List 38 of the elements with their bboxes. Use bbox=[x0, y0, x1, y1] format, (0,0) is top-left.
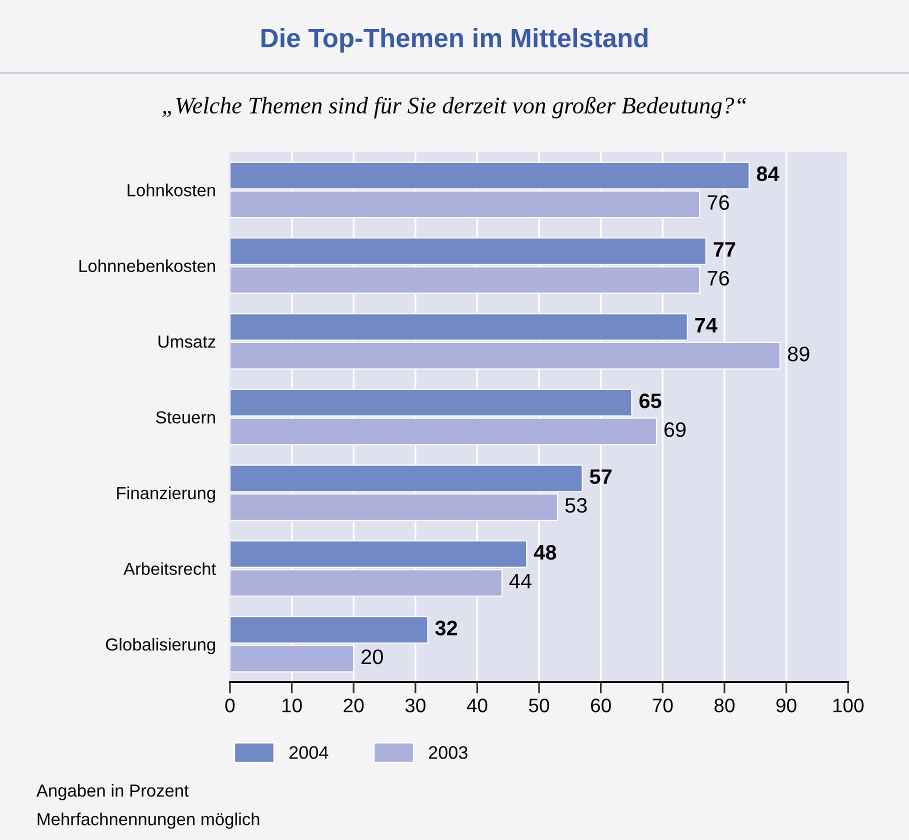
x-tick-label: 60 bbox=[591, 698, 611, 712]
chart-subtitle: „Welche Themen sind für Sie derzeit von großer Bedeutung?“ bbox=[162, 96, 746, 118]
y-tick-label: Lohnkosten bbox=[128, 184, 215, 196]
x-tick-label: 10 bbox=[282, 698, 302, 712]
x-tick-label: 50 bbox=[529, 698, 550, 712]
legend-label: 2003 bbox=[428, 746, 468, 759]
data-label: 57 bbox=[590, 469, 612, 484]
chart-title: Die Top-Themen im Mittelstand bbox=[262, 28, 648, 53]
text: Angaben in Prozent bbox=[36, 784, 189, 800]
data-label: 53 bbox=[565, 498, 587, 513]
legend-label: 2004 bbox=[289, 746, 328, 759]
data-label: 48 bbox=[534, 544, 556, 560]
data-label: 74 bbox=[695, 318, 718, 332]
x-tick-label: 30 bbox=[405, 698, 426, 712]
x-tick-label: 80 bbox=[714, 698, 735, 712]
y-tick-label: Umsatz bbox=[158, 336, 216, 348]
x-tick-label: 20 bbox=[344, 698, 364, 712]
data-label: 32 bbox=[435, 620, 458, 636]
data-label: 44 bbox=[509, 574, 532, 588]
data-label: 20 bbox=[362, 649, 383, 664]
x-tick-label: 0 bbox=[225, 698, 235, 712]
data-label: 65 bbox=[639, 394, 662, 408]
x-tick-label: 40 bbox=[466, 698, 488, 712]
data-label: 84 bbox=[756, 166, 780, 182]
y-tick-label: Finanzierung bbox=[117, 486, 215, 503]
data-label: 69 bbox=[664, 422, 686, 438]
x-tick-label: 70 bbox=[652, 698, 673, 712]
data-label: 77 bbox=[714, 242, 736, 257]
data-label: 76 bbox=[708, 195, 729, 210]
y-tick-label: Arbeitsrecht bbox=[124, 562, 216, 575]
x-tick-label: 90 bbox=[776, 698, 796, 712]
x-tick-label: 100 bbox=[833, 698, 864, 712]
data-label: 89 bbox=[788, 346, 810, 362]
data-label: 76 bbox=[708, 270, 729, 286]
text: Mehrfachnennungen möglich bbox=[38, 812, 260, 829]
y-tick-label: Steuern bbox=[156, 411, 215, 424]
y-tick-label: Lohnnebenkosten bbox=[79, 259, 215, 272]
y-tick-label: Globalisierung bbox=[106, 638, 215, 654]
